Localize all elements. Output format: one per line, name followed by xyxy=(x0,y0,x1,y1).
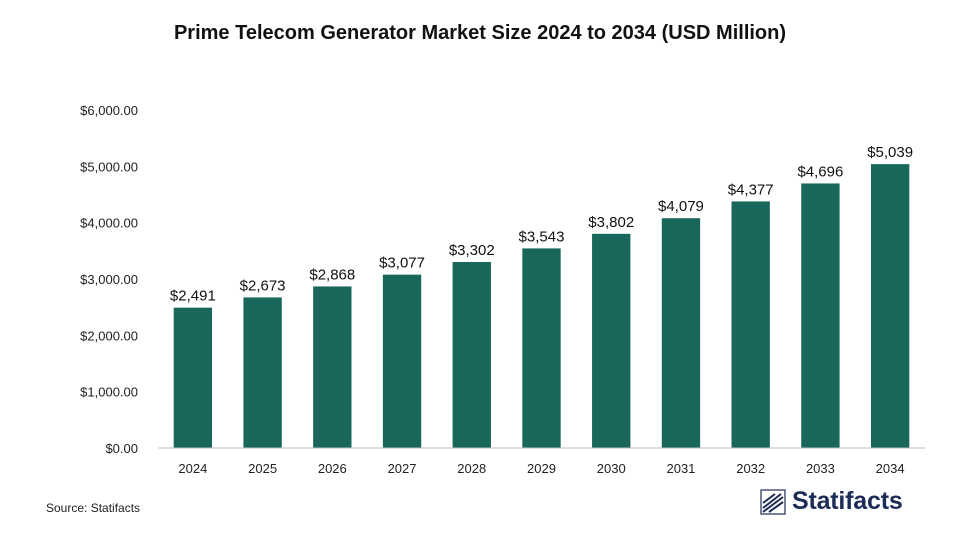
statifacts-logo-icon xyxy=(760,488,786,515)
y-tick-label: $4,000.00 xyxy=(80,216,138,231)
bar xyxy=(452,261,491,448)
bar xyxy=(592,233,631,448)
bar xyxy=(313,286,352,448)
bar-value-label: $3,302 xyxy=(449,242,495,259)
bar-value-label: $3,802 xyxy=(588,214,634,231)
x-tick-label: 2030 xyxy=(597,461,626,476)
x-tick-label: 2034 xyxy=(876,461,905,476)
x-tick-label: 2032 xyxy=(736,461,765,476)
bar-value-label: $4,377 xyxy=(728,181,774,198)
bar xyxy=(870,164,910,448)
y-tick-label: $5,000.00 xyxy=(80,159,138,174)
y-tick-label: $0.00 xyxy=(105,441,138,456)
source-note: Source: Statifacts xyxy=(46,501,141,515)
bar xyxy=(173,307,213,448)
bar-value-label: $3,543 xyxy=(519,228,565,245)
bar-value-label: $2,491 xyxy=(170,288,216,305)
x-tick-label: 2024 xyxy=(178,461,207,476)
bar xyxy=(661,218,701,448)
bar-value-label: $5,039 xyxy=(867,144,913,161)
y-tick-label: $6,000.00 xyxy=(80,103,138,118)
y-tick-label: $2,000.00 xyxy=(80,328,138,343)
x-axis: 2024 2025 2026 2027 2028 2029 2030 2031 2032 2033… xyxy=(158,447,925,476)
x-tick-label: 2028 xyxy=(457,461,486,476)
bar-value-label: $4,696 xyxy=(797,163,843,180)
bar-value-labels: $2,491 $2,673 $2,868 $3,077 $3,302 $3,543 $3,8… xyxy=(170,144,913,305)
logo-text: Statifacts xyxy=(792,487,903,515)
x-tick-label: 2027 xyxy=(388,461,417,476)
bar xyxy=(382,274,422,448)
bar xyxy=(731,201,770,448)
x-tick-label: 2033 xyxy=(806,461,835,476)
bar xyxy=(801,183,840,448)
bar-value-label: $2,868 xyxy=(309,266,355,283)
bar xyxy=(243,297,282,448)
y-tick-label: $1,000.00 xyxy=(80,385,138,400)
x-tick-label: 2025 xyxy=(248,461,277,476)
bar-value-label: $3,077 xyxy=(379,255,425,272)
bar xyxy=(522,248,561,448)
y-tick-label: $3,000.00 xyxy=(80,272,138,287)
x-tick-label: 2031 xyxy=(666,461,695,476)
bar-value-label: $4,079 xyxy=(658,198,704,215)
x-tick-label: 2026 xyxy=(318,461,347,476)
chart-title: Prime Telecom Generator Market Size 2024… xyxy=(173,22,787,44)
x-tick-label: 2029 xyxy=(527,461,556,476)
bars xyxy=(173,164,910,448)
y-axis: $0.00 $1,000.00 $2,000.00 $3,000.00 $4,000.0… xyxy=(80,103,138,456)
statifacts-logo: Statifacts xyxy=(760,487,903,516)
bar-value-label: $2,673 xyxy=(240,277,286,294)
